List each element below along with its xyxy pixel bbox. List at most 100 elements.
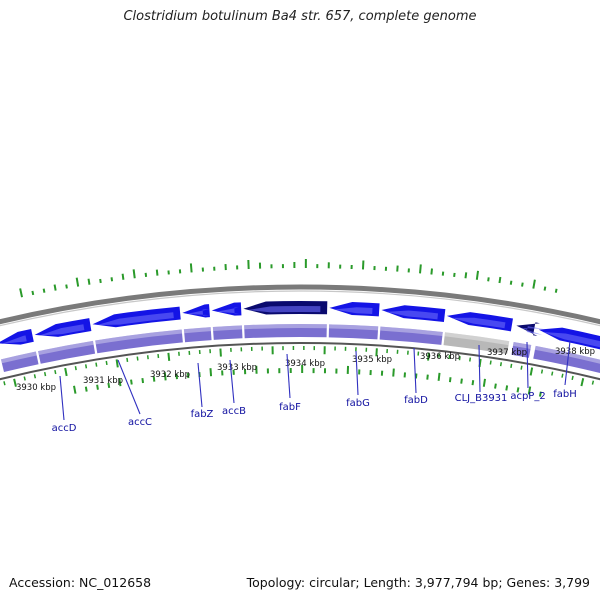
gene-band-highlight: [534, 345, 600, 364]
gene-label-accb: accB: [222, 406, 246, 417]
gene-label-fabh: fabH: [553, 389, 577, 400]
scale-tick: [529, 367, 534, 376]
gene-band: [443, 332, 510, 355]
scale-tick: [84, 364, 88, 369]
cds-arrow-shade: [385, 310, 439, 320]
gc-skew-bar: [430, 268, 433, 275]
gc-skew-bar: [152, 376, 156, 382]
backbone-highlight: [0, 290, 600, 327]
gc-skew-bar: [99, 278, 102, 284]
cds-arrow-shade: [520, 326, 544, 335]
scale-tick: [469, 357, 472, 362]
gc-skew-bar: [110, 277, 114, 282]
gene-band-highlight: [328, 324, 379, 331]
gc-skew-bar: [73, 385, 77, 394]
gc-skew-bar: [163, 372, 167, 381]
gc-skew-bar: [209, 368, 213, 377]
accession-label: Accession: NC_012658: [9, 575, 152, 590]
gc-skew-bar: [509, 280, 513, 285]
gc-skew-bar: [437, 372, 441, 381]
gc-skew-bar: [505, 385, 509, 391]
scale-tick: [23, 376, 26, 381]
gc-skew-bar: [471, 380, 475, 386]
gene-label-fabd: fabD: [404, 395, 428, 406]
gc-skew-bar: [65, 284, 68, 289]
scale-label: 3937 kbp: [487, 348, 527, 358]
gc-skew-bar: [118, 378, 122, 387]
gc-skew-bar: [532, 279, 536, 289]
gc-skew-bar: [527, 386, 532, 395]
gene-label-leader: [478, 344, 481, 393]
scale-label: 3936 kbp: [420, 352, 460, 362]
scale-tick: [591, 380, 595, 385]
gene-label-leader: [564, 340, 571, 386]
gene-labels: accD accC fabZ accB fabF fabG fabD CLJ_B3931 acp…: [52, 340, 577, 434]
gene-band-highlight: [95, 329, 183, 345]
cds-arrow-shade: [247, 305, 321, 313]
gc-skew-bar: [464, 272, 468, 279]
gene-label-leader: [526, 341, 529, 389]
gene-band-highlight: [244, 324, 327, 330]
genome-summary: Topology: circular; Length: 3,977,794 bp…: [246, 575, 590, 590]
gc-skew-bar: [75, 277, 80, 287]
genome-backbone: [0, 284, 600, 381]
scale-label: 3930 kbp: [16, 383, 56, 393]
gc-skew-bar: [521, 282, 524, 287]
gene-label-fabg: fabG: [346, 398, 370, 409]
scale-tick: [499, 362, 503, 367]
gc-skew-bar: [482, 378, 486, 387]
gene-band-highlight: [212, 325, 243, 331]
scale-label: 3934 kbp: [285, 359, 325, 369]
scale-label: 3935 kbp: [352, 355, 392, 365]
gc-skew-bar: [87, 278, 91, 285]
gc-skew-bar: [31, 290, 35, 296]
scale-tick: [489, 360, 492, 365]
gc-skew-bar: [475, 270, 480, 280]
scale-tick: [510, 363, 513, 368]
backbone-ring: [0, 284, 600, 325]
gene-label-accd: accD: [52, 423, 77, 434]
scale-label: 3933 kbp: [217, 363, 257, 373]
cds-arrow-shade: [216, 307, 240, 314]
scale-label: 3938 kbp: [555, 347, 595, 357]
gc-skew-bar: [538, 391, 542, 397]
gene-label-leader: [117, 359, 141, 415]
gene-band-highlight: [38, 340, 94, 355]
scale-ticks: 3930 kbp 3931 kbp 3932 kbp 3933 kbp 3934 kbp…: [3, 346, 595, 393]
cds-track: [0, 301, 600, 350]
scale-label: 3931 kbp: [83, 376, 123, 386]
gene-band: [511, 341, 532, 358]
gc-skew-bar: [448, 377, 452, 383]
gc-skew-bar: [107, 382, 111, 389]
scale-tick: [64, 367, 68, 377]
gc-skew-bar: [42, 288, 46, 293]
gc-skew-bar: [96, 384, 99, 390]
gc-skew-bar: [84, 386, 88, 392]
scale-tick: [427, 352, 430, 361]
scale-tick: [54, 369, 57, 375]
gene-band: [212, 325, 243, 340]
gene-band-highlight: [380, 326, 443, 336]
gene-label-leader: [197, 362, 203, 408]
map-title: Clostridium botulinum Ba4 str. 657, comp…: [123, 9, 477, 24]
scale-tick: [74, 366, 77, 371]
gc-skew-bar: [516, 387, 520, 393]
scale-tick: [458, 356, 461, 361]
scale-tick: [219, 348, 222, 357]
scale-label: 3932 kbp: [150, 370, 190, 380]
gc-skew-bar: [498, 276, 502, 284]
gc-skew-bar: [419, 264, 422, 274]
scale-tick: [561, 373, 564, 378]
gc-skew-bar: [53, 284, 57, 291]
gene-label-leader: [229, 359, 235, 404]
gene-label-acpp-2: acpP_2: [510, 391, 545, 402]
gc-skew-bar: [487, 277, 490, 282]
gene-label-leader: [59, 375, 65, 421]
gc-skew-bar: [19, 288, 24, 298]
scale-tick: [540, 369, 544, 374]
gene-band: [244, 324, 327, 339]
cds-arrow-shade: [451, 317, 506, 329]
gene-label-fabz: fabZ: [191, 409, 214, 420]
scale-tick: [3, 381, 6, 386]
